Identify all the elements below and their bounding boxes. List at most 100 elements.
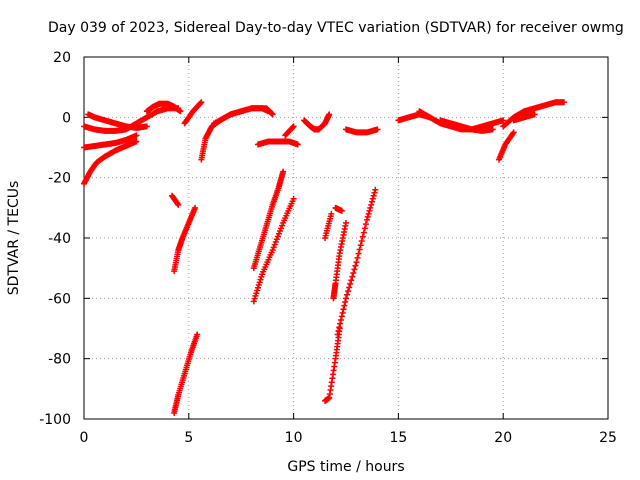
data-point bbox=[354, 254, 361, 261]
series-arc-20 bbox=[332, 204, 345, 214]
data-point bbox=[360, 229, 367, 236]
data-point bbox=[364, 213, 371, 220]
series-arc-22 bbox=[343, 126, 381, 136]
data-point bbox=[350, 269, 357, 276]
data-point bbox=[343, 219, 349, 226]
data-point bbox=[349, 273, 356, 280]
data-point bbox=[335, 327, 342, 334]
data-point bbox=[280, 168, 287, 175]
series-arc-8 bbox=[171, 331, 201, 416]
series-arc-28 bbox=[510, 111, 538, 124]
series-arc-21 bbox=[322, 210, 335, 241]
data-point bbox=[352, 262, 359, 269]
data-point bbox=[357, 242, 364, 249]
series-arc-27 bbox=[500, 99, 567, 130]
data-point bbox=[351, 266, 358, 273]
data-point bbox=[560, 99, 567, 106]
series-arc-18 bbox=[330, 219, 349, 302]
data-point bbox=[194, 331, 201, 338]
series-arc-5 bbox=[143, 100, 184, 115]
data-point bbox=[192, 204, 199, 211]
data-point bbox=[355, 250, 362, 257]
data-point bbox=[368, 198, 375, 205]
data-point bbox=[337, 320, 344, 327]
data-point bbox=[337, 317, 344, 324]
x-tick-label: 0 bbox=[80, 430, 89, 446]
series-arc-2 bbox=[85, 111, 150, 131]
series-arc-24 bbox=[416, 108, 507, 133]
data-point bbox=[345, 288, 352, 295]
data-point bbox=[509, 130, 516, 137]
data-point bbox=[347, 280, 354, 287]
series-arc-13 bbox=[250, 195, 297, 305]
data-point bbox=[500, 117, 507, 124]
data-point bbox=[177, 108, 184, 115]
data-point bbox=[334, 331, 341, 338]
data-point bbox=[348, 277, 355, 284]
data-point bbox=[175, 201, 182, 208]
data-point bbox=[356, 246, 363, 253]
series-arc-7 bbox=[171, 204, 199, 275]
data-point bbox=[371, 189, 378, 196]
series-arc-3 bbox=[81, 132, 140, 151]
data-point bbox=[340, 306, 347, 313]
series-arc-19 bbox=[334, 186, 379, 338]
x-tick-label: 25 bbox=[599, 430, 617, 446]
data-point bbox=[341, 302, 348, 309]
grid-lines bbox=[84, 57, 608, 419]
data-point bbox=[369, 195, 376, 202]
data-point bbox=[289, 124, 296, 131]
x-tick-label: 5 bbox=[184, 430, 193, 446]
data-point bbox=[358, 238, 365, 245]
y-tick-label: 0 bbox=[62, 110, 71, 126]
data-point bbox=[339, 309, 346, 316]
data-point bbox=[326, 111, 333, 118]
series-arc-12 bbox=[250, 168, 287, 272]
x-axis-label: GPS time / hours bbox=[287, 459, 404, 475]
data-point bbox=[336, 324, 343, 331]
data-point bbox=[489, 126, 496, 133]
y-tick-label: -40 bbox=[48, 231, 71, 247]
data-point bbox=[143, 123, 150, 130]
data-point bbox=[372, 186, 379, 193]
series-arc-14 bbox=[254, 138, 301, 148]
x-tick-label: 20 bbox=[494, 430, 512, 446]
data-point bbox=[133, 132, 140, 139]
data-point bbox=[290, 195, 297, 202]
data-point bbox=[359, 233, 366, 240]
data-point bbox=[290, 123, 297, 130]
data-point bbox=[343, 295, 349, 302]
data-point bbox=[368, 201, 375, 208]
data-point bbox=[362, 221, 369, 228]
data-point bbox=[374, 126, 381, 133]
chart-title: Day 039 of 2023, Sidereal Day-to-day VTE… bbox=[48, 20, 624, 36]
y-tick-label: -80 bbox=[48, 352, 71, 368]
data-point bbox=[198, 99, 205, 106]
data-point bbox=[366, 207, 373, 214]
data-point bbox=[269, 111, 276, 118]
data-point bbox=[361, 225, 368, 232]
data-point bbox=[365, 210, 372, 217]
data-point bbox=[510, 129, 517, 136]
data-point bbox=[367, 204, 374, 211]
series-arc-9 bbox=[181, 99, 205, 127]
data-point bbox=[346, 284, 353, 291]
series-arc-11 bbox=[210, 105, 276, 127]
series-arc-16 bbox=[301, 111, 333, 133]
series-arc-4 bbox=[81, 138, 140, 187]
data-point bbox=[294, 141, 301, 148]
data-point bbox=[353, 259, 360, 266]
y-axis-label: SDTVAR / TECUs bbox=[6, 181, 22, 296]
data-point bbox=[531, 111, 538, 118]
series-arc-26 bbox=[496, 129, 517, 163]
x-tick-label: 15 bbox=[389, 430, 407, 446]
data-point bbox=[338, 207, 345, 214]
series-arc-15 bbox=[282, 123, 297, 139]
data-point bbox=[338, 313, 345, 320]
y-tick-label: 20 bbox=[53, 50, 71, 66]
data-point bbox=[363, 216, 370, 223]
data-point bbox=[133, 138, 140, 145]
data-point bbox=[197, 100, 204, 107]
